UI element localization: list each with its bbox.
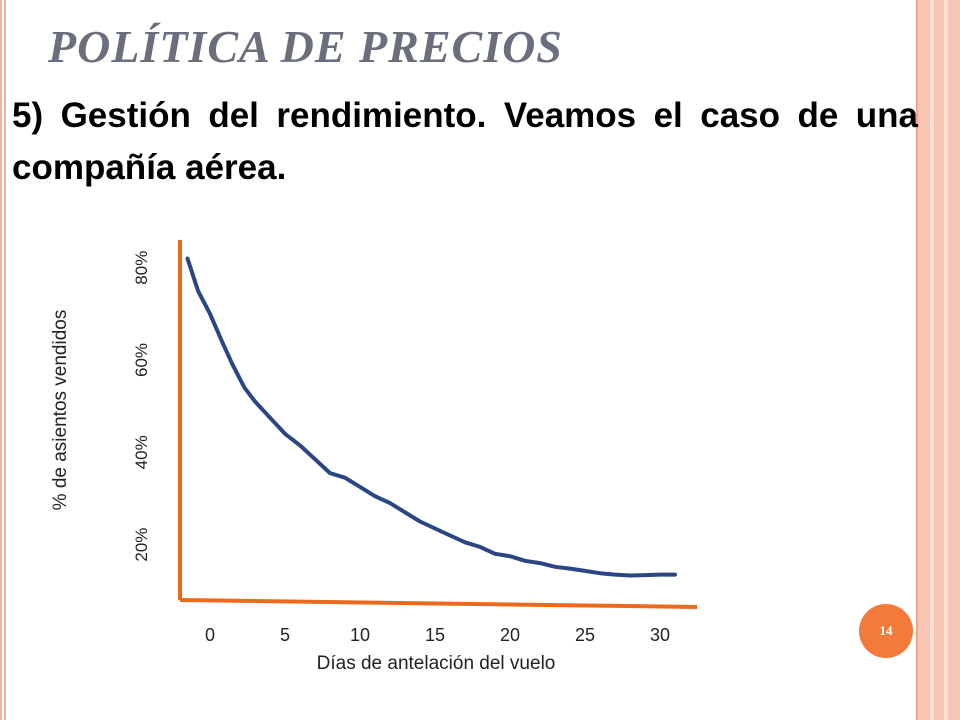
y-tick-label: 80% [132,251,151,285]
seats-sold-curve [185,256,677,578]
x-tick-label: 25 [575,625,595,645]
x-axis-line [179,598,698,609]
page-number-badge: 14 [859,604,913,658]
x-tick-label: 30 [650,625,670,645]
x-tick-label: 20 [500,625,520,645]
y-tick-label: 60% [132,343,151,377]
right-frame-border [916,0,960,720]
y-tick-label: 20% [132,528,151,562]
x-tick-label: 5 [280,625,290,645]
slide-subtitle: 5) Gestión del rendimiento. Veamos el ca… [12,96,918,187]
x-tick-label: 10 [350,625,370,645]
left-frame-border [0,0,6,720]
x-axis-title: Días de antelación del vuelo [317,653,556,674]
x-tick-label: 15 [425,625,445,645]
slide-title: POLÍTICA DE PRECIOS [48,21,563,72]
frame-stripe [930,0,934,720]
x-tick-label: 0 [205,625,215,645]
y-axis-title: % de asientos vendidos [50,310,71,511]
frame-stripe [944,0,948,720]
y-tick-label: 40% [132,435,151,469]
